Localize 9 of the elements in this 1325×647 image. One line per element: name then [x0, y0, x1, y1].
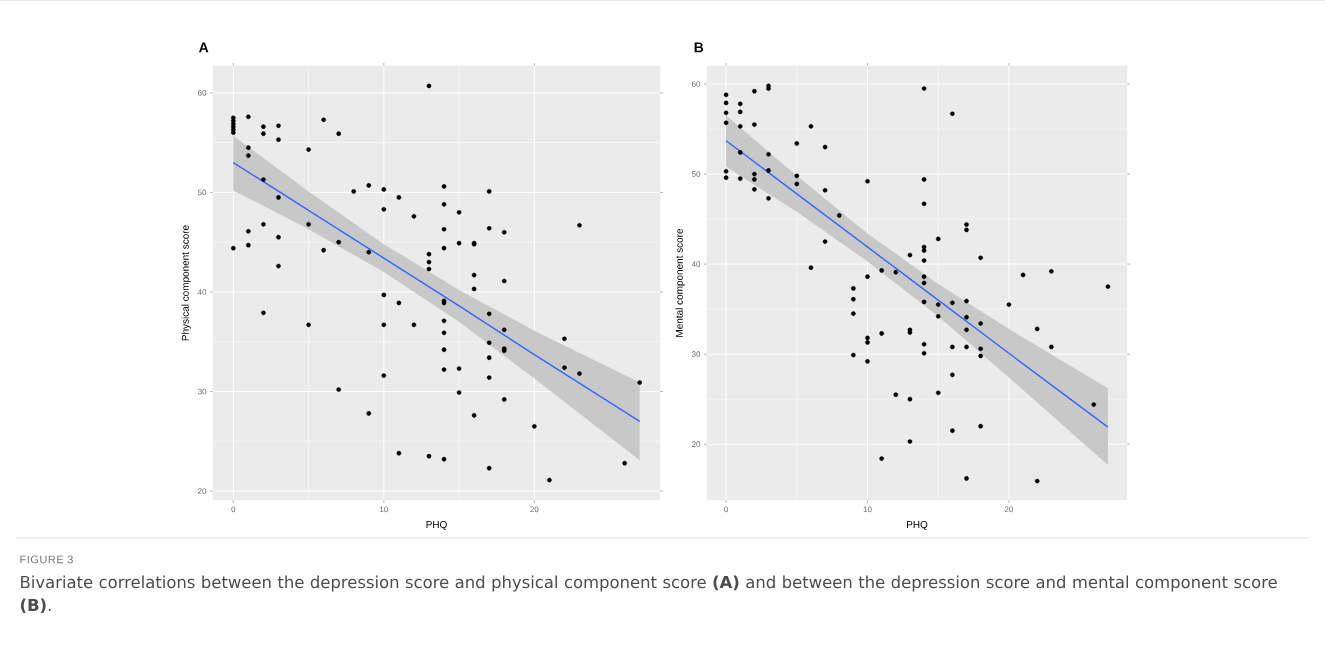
x-axis-title: PHQ: [907, 521, 928, 530]
chart-title: A: [198, 42, 209, 53]
x-axis-title: PHQ: [426, 521, 447, 530]
caption: FIGURE 3: [20, 555, 73, 564]
y-axis-title: Mental component score: [675, 228, 685, 337]
line-series: [232, 161, 641, 423]
y-axis-title: Physical component score: [181, 225, 191, 341]
chart-title: B: [694, 42, 704, 53]
text: Bivariate correlations between the depression score and physical component score (A) and between the depression score and mental component score (B).: [20, 575, 1277, 614]
